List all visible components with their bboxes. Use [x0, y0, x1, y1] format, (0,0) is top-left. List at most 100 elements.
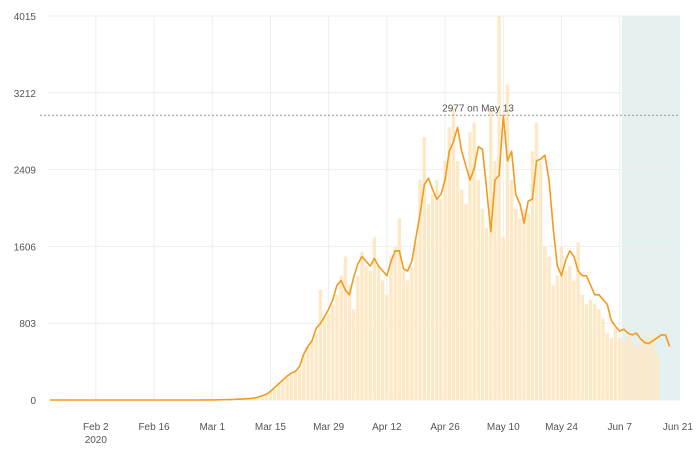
x-tick-label: Apr 26	[430, 422, 460, 433]
y-tick-label: 1606	[14, 242, 37, 253]
bar	[356, 276, 359, 400]
bar	[398, 218, 401, 400]
bar	[435, 180, 438, 400]
bar	[485, 228, 488, 400]
bar	[281, 381, 284, 400]
x-tick-sublabel: 2020	[85, 435, 108, 445]
bar	[452, 108, 455, 400]
bar	[502, 237, 505, 400]
reference-label: 2977 on May 13	[442, 103, 514, 114]
bar	[506, 84, 509, 400]
bar	[344, 257, 347, 400]
bar	[410, 266, 413, 400]
bar	[302, 354, 305, 400]
bar	[269, 392, 272, 400]
bar	[539, 161, 542, 400]
x-tick-label: May 10	[487, 422, 520, 433]
x-tick-label: Feb 16	[138, 422, 170, 433]
bar	[364, 266, 367, 400]
bar	[606, 333, 609, 400]
x-tick-label: Mar 29	[313, 422, 345, 433]
bar	[477, 180, 480, 400]
bar	[294, 371, 297, 400]
bar	[414, 242, 417, 400]
bar	[402, 271, 405, 400]
bar	[369, 271, 372, 400]
bar	[601, 319, 604, 400]
bar	[556, 276, 559, 400]
bar	[630, 341, 633, 400]
bar	[614, 328, 617, 400]
bar	[348, 285, 351, 400]
bar	[389, 257, 392, 400]
bar	[431, 194, 434, 400]
bar	[406, 280, 409, 400]
bar	[277, 385, 280, 400]
bar	[626, 333, 629, 400]
bar	[360, 252, 363, 400]
bar	[323, 316, 326, 400]
bar	[593, 304, 596, 400]
bar	[568, 266, 571, 400]
bar	[273, 389, 276, 400]
bar	[393, 247, 396, 400]
bar	[381, 280, 384, 400]
bar	[285, 377, 288, 400]
y-tick-label: 0	[30, 396, 36, 407]
bar	[448, 127, 451, 400]
bar	[564, 271, 567, 400]
bar	[464, 204, 467, 400]
bar	[581, 295, 584, 400]
bar	[527, 213, 530, 400]
bar	[423, 137, 426, 400]
bar	[427, 204, 430, 400]
bar	[306, 346, 309, 400]
bar	[618, 338, 621, 400]
bar	[489, 108, 492, 400]
bar	[377, 266, 380, 400]
bar	[298, 369, 301, 400]
y-tick-label: 803	[19, 319, 36, 330]
bar	[543, 247, 546, 400]
bar	[339, 276, 342, 400]
x-tick-label: Apr 12	[372, 422, 402, 433]
bar	[610, 338, 613, 400]
bar	[481, 209, 484, 400]
bar	[635, 347, 638, 400]
bar	[510, 180, 513, 400]
y-tick-label: 3212	[14, 89, 37, 100]
bar	[522, 209, 525, 400]
bar	[622, 343, 625, 400]
bar	[265, 395, 268, 400]
bar	[314, 333, 317, 400]
bar	[643, 339, 646, 400]
bar	[585, 304, 588, 400]
bar	[514, 209, 517, 400]
bar	[327, 314, 330, 400]
x-tick-label: Jun 7	[607, 422, 632, 433]
bar	[468, 132, 471, 400]
bar	[352, 309, 355, 400]
bar	[518, 218, 521, 400]
bar	[460, 190, 463, 400]
x-tick-label: Jun 21	[663, 422, 693, 433]
bar	[647, 338, 650, 400]
bar	[547, 257, 550, 400]
bar	[597, 309, 600, 400]
bar	[655, 354, 658, 400]
bar	[385, 295, 388, 400]
bar	[651, 333, 654, 400]
bar	[335, 295, 338, 400]
bar	[443, 161, 446, 400]
bar	[331, 304, 334, 400]
bar	[290, 375, 293, 400]
bar	[439, 199, 442, 400]
bar	[639, 345, 642, 400]
x-tick-label: Mar 1	[199, 422, 225, 433]
x-tick-label: May 24	[545, 422, 578, 433]
bar	[497, 16, 500, 400]
bar	[456, 161, 459, 400]
y-tick-label: 2409	[14, 166, 37, 177]
